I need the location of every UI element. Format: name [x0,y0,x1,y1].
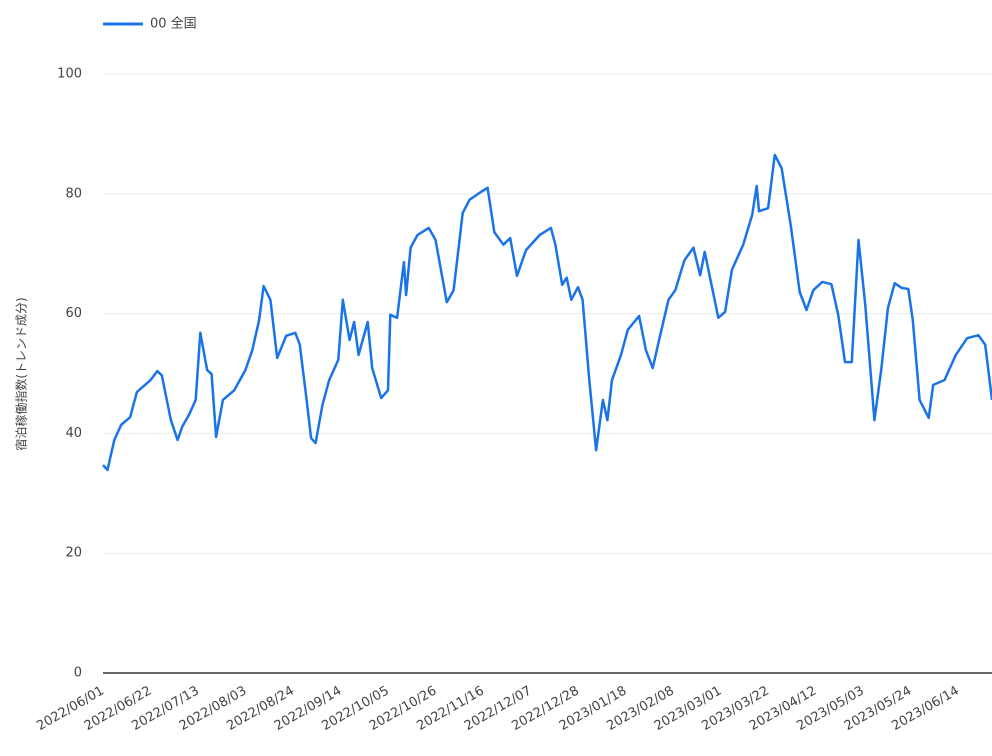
y-tick-label: 100 [57,67,82,82]
y-tick-label: 20 [65,546,82,561]
y-axis-label: 宿泊稼働指数(トレンド成分) [14,297,29,450]
y-tick-label: 0 [74,666,82,681]
y-tick-label: 60 [65,306,82,321]
legend-label: 00 全国 [150,16,197,32]
y-tick-label: 40 [65,426,82,441]
y-tick-label: 80 [65,186,82,201]
data-line [102,153,992,472]
